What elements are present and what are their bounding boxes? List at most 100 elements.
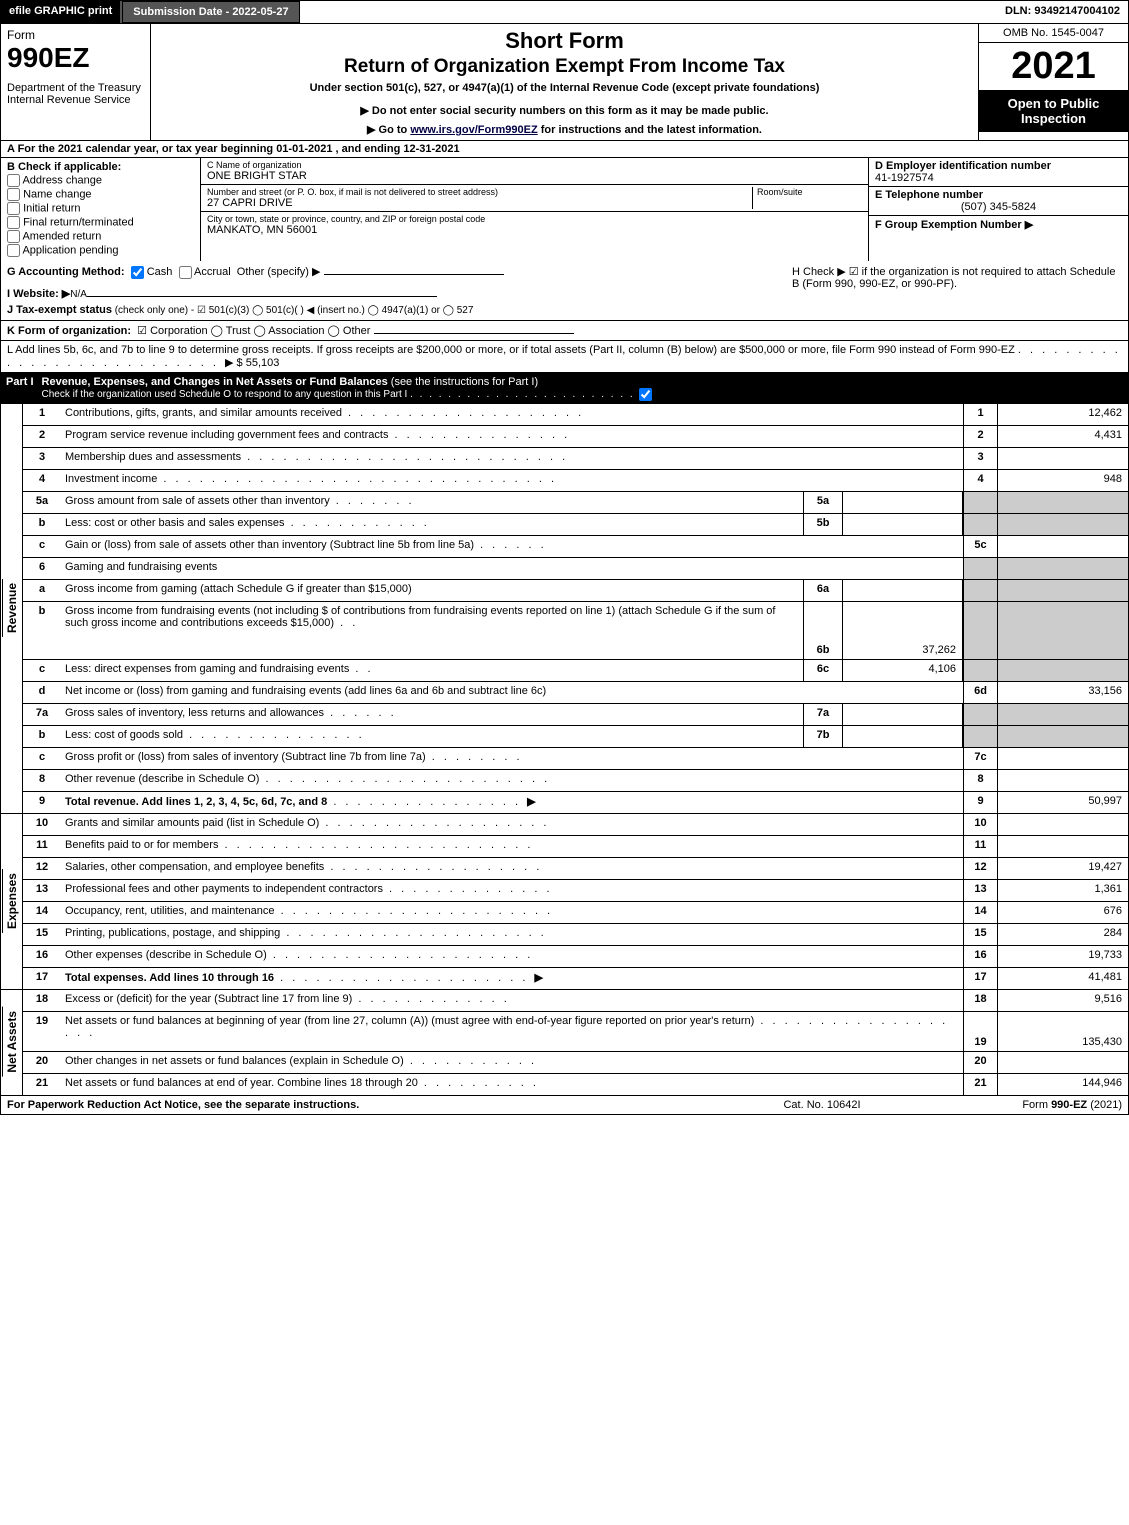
department-label: Department of the Treasury Internal Reve… — [7, 82, 144, 106]
website-value: N/A — [70, 289, 87, 300]
chk-name-change[interactable]: Name change — [7, 188, 194, 201]
form-number: 990EZ — [7, 42, 144, 74]
d-row: D Employer identification number 41-1927… — [869, 158, 1128, 187]
chk-initial-return[interactable]: Initial return — [7, 202, 194, 215]
line-7a: 7aGross sales of inventory, less returns… — [23, 704, 1128, 726]
revenue-table: 1Contributions, gifts, grants, and simil… — [22, 404, 1129, 814]
footer-mid: Cat. No. 10642I — [722, 1099, 922, 1111]
irs-link[interactable]: www.irs.gov/Form990EZ — [410, 124, 537, 136]
form-header: Form 990EZ Department of the Treasury In… — [0, 24, 1129, 141]
line-3: 3Membership dues and assessments . . . .… — [23, 448, 1128, 470]
j-label: J Tax-exempt status — [7, 304, 112, 316]
g-other-line[interactable] — [324, 274, 504, 275]
line-17: 17Total expenses. Add lines 10 through 1… — [23, 968, 1128, 990]
tax-year: 2021 — [979, 43, 1128, 90]
line-19: 19Net assets or fund balances at beginni… — [23, 1012, 1128, 1052]
line-6: 6Gaming and fundraising events — [23, 558, 1128, 580]
line-6a: aGross income from gaming (attach Schedu… — [23, 580, 1128, 602]
efile-label[interactable]: efile GRAPHIC print — [1, 1, 122, 23]
d-label: D Employer identification number — [875, 160, 1122, 172]
revenue-section: Revenue 1Contributions, gifts, grants, a… — [0, 404, 1129, 814]
chk-application-pending[interactable]: Application pending — [7, 244, 194, 257]
line-15: 15Printing, publications, postage, and s… — [23, 924, 1128, 946]
line-8: 8Other revenue (describe in Schedule O) … — [23, 770, 1128, 792]
line-7c: cGross profit or (loss) from sales of in… — [23, 748, 1128, 770]
l-amount: ▶ $ 55,103 — [225, 357, 279, 369]
footer-left: For Paperwork Reduction Act Notice, see … — [7, 1099, 722, 1111]
line-13: 13Professional fees and other payments t… — [23, 880, 1128, 902]
line-21: 21Net assets or fund balances at end of … — [23, 1074, 1128, 1096]
form-subtitle-1: Under section 501(c), 527, or 4947(a)(1)… — [157, 82, 972, 94]
revenue-label: Revenue — [2, 579, 21, 637]
chk-accrual[interactable] — [179, 266, 192, 279]
footer-right: Form 990-EZ (2021) — [922, 1099, 1122, 1111]
chk-address-change[interactable]: Address change — [7, 174, 194, 187]
line-12: 12Salaries, other compensation, and empl… — [23, 858, 1128, 880]
form-subtitle-2: ▶ Do not enter social security numbers o… — [157, 104, 972, 117]
j-section: J Tax-exempt status (check only one) - ☑… — [7, 304, 792, 316]
h-section: H Check ▶ ☑ if the organization is not r… — [792, 265, 1122, 316]
org-address: 27 CAPRI DRIVE — [207, 197, 752, 209]
g-label: G Accounting Method: — [7, 266, 125, 278]
line-20: 20Other changes in net assets or fund ba… — [23, 1052, 1128, 1074]
header-mid: Short Form Return of Organization Exempt… — [151, 24, 978, 140]
b-label: B Check if applicable: — [7, 161, 194, 173]
line-14: 14Occupancy, rent, utilities, and mainte… — [23, 902, 1128, 924]
top-bar: efile GRAPHIC print Submission Date - 20… — [0, 0, 1129, 24]
submission-date: Submission Date - 2022-05-27 — [122, 1, 299, 23]
row-l: L Add lines 5b, 6c, and 7b to line 9 to … — [0, 341, 1129, 373]
netassets-table: 18Excess or (deficit) for the year (Subt… — [22, 990, 1129, 1096]
part1-sub: (see the instructions for Part I) — [391, 376, 538, 388]
i-section: I Website: ▶N/A — [7, 287, 792, 300]
inspection-label: Open to Public Inspection — [979, 90, 1128, 132]
dln-label: DLN: 93492147004102 — [997, 1, 1128, 23]
ein-value: 41-1927574 — [875, 172, 1122, 184]
telephone-value: (507) 345-5824 — [875, 201, 1122, 213]
line-4: 4Investment income . . . . . . . . . . .… — [23, 470, 1128, 492]
line-16: 16Other expenses (describe in Schedule O… — [23, 946, 1128, 968]
row-k: K Form of organization: ☑ Corporation ◯ … — [0, 321, 1129, 341]
org-name: ONE BRIGHT STAR — [207, 170, 862, 182]
line-10: 10Grants and similar amounts paid (list … — [23, 814, 1128, 836]
c-city-row: City or town, state or province, country… — [201, 212, 868, 238]
col-d: D Employer identification number 41-1927… — [868, 158, 1128, 261]
line-6d: dNet income or (loss) from gaming and fu… — [23, 682, 1128, 704]
part1-header: Part I Revenue, Expenses, and Changes in… — [0, 373, 1129, 404]
line-6b: bGross income from fundraising events (n… — [23, 602, 1128, 660]
omb-number: OMB No. 1545-0047 — [979, 24, 1128, 43]
c-city-label: City or town, state or province, country… — [207, 214, 862, 224]
row-bcdef: B Check if applicable: Address change Na… — [0, 158, 1129, 261]
chk-amended-return[interactable]: Amended return — [7, 230, 194, 243]
line-7b: bLess: cost of goods sold . . . . . . . … — [23, 726, 1128, 748]
sub3-post: for instructions and the latest informat… — [538, 124, 762, 136]
sub3-pre: ▶ Go to — [367, 124, 410, 136]
line-5c: cGain or (loss) from sale of assets othe… — [23, 536, 1128, 558]
line-5a: 5aGross amount from sale of assets other… — [23, 492, 1128, 514]
form-subtitle-3: ▶ Go to www.irs.gov/Form990EZ for instru… — [157, 123, 972, 136]
f-label: F Group Exemption Number ▶ — [875, 219, 1033, 231]
line-6c: cLess: direct expenses from gaming and f… — [23, 660, 1128, 682]
chk-schedule-o[interactable] — [639, 388, 652, 401]
section-a: A For the 2021 calendar year, or tax yea… — [0, 141, 1129, 158]
expenses-section: Expenses 10Grants and similar amounts pa… — [0, 814, 1129, 990]
line-1: 1Contributions, gifts, grants, and simil… — [23, 404, 1128, 426]
g-section: G Accounting Method: Cash Accrual Other … — [7, 265, 792, 316]
part1-label: Part I — [6, 376, 42, 401]
header-left: Form 990EZ Department of the Treasury In… — [1, 24, 151, 140]
chk-cash[interactable] — [131, 266, 144, 279]
i-label: I Website: ▶ — [7, 288, 70, 300]
expenses-label: Expenses — [2, 869, 21, 933]
col-c: C Name of organization ONE BRIGHT STAR N… — [201, 158, 868, 261]
line-18: 18Excess or (deficit) for the year (Subt… — [23, 990, 1128, 1012]
header-right: OMB No. 1545-0047 2021 Open to Public In… — [978, 24, 1128, 140]
j-sub: (check only one) - ☑ 501(c)(3) ◯ 501(c)(… — [112, 305, 473, 316]
h-text: H Check ▶ ☑ if the organization is not r… — [792, 266, 1115, 290]
row-gh: G Accounting Method: Cash Accrual Other … — [0, 261, 1129, 321]
netassets-section: Net Assets 18Excess or (deficit) for the… — [0, 990, 1129, 1096]
chk-final-return[interactable]: Final return/terminated — [7, 216, 194, 229]
org-city: MANKATO, MN 56001 — [207, 224, 862, 236]
part1-check-line: Check if the organization used Schedule … — [42, 389, 408, 400]
part1-title: Revenue, Expenses, and Changes in Net As… — [42, 376, 391, 388]
form-word: Form — [7, 28, 144, 42]
line-2: 2Program service revenue including gover… — [23, 426, 1128, 448]
